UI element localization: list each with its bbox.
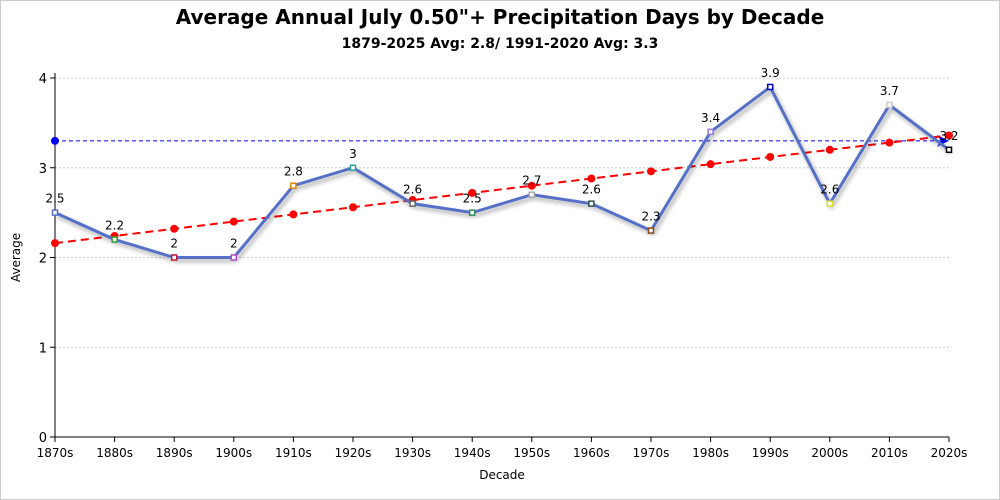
x-tick-label: 1870s bbox=[37, 446, 74, 460]
trend-point bbox=[349, 203, 357, 212]
x-tick-label: 1930s bbox=[394, 446, 431, 460]
data-label: 3.2 bbox=[939, 129, 958, 143]
data-label: 3.7 bbox=[880, 84, 899, 98]
x-tick-label: 1980s bbox=[692, 446, 729, 460]
data-line bbox=[54, 84, 950, 259]
x-axis-label: Decade bbox=[479, 468, 525, 482]
trend-point bbox=[945, 131, 953, 140]
reference-line-marker bbox=[51, 136, 59, 145]
trend-point bbox=[229, 217, 238, 226]
data-label: 2.3 bbox=[641, 210, 660, 224]
x-tick-label: 1920s bbox=[335, 446, 372, 460]
chart-title: Average Annual July 0.50"+ Precipitation… bbox=[175, 5, 825, 29]
data-point bbox=[945, 146, 953, 154]
data-point bbox=[51, 209, 59, 216]
data-point bbox=[528, 191, 536, 198]
trend-point bbox=[766, 152, 775, 161]
data-point bbox=[647, 227, 655, 234]
trend-point bbox=[647, 167, 655, 176]
trend-point bbox=[527, 181, 536, 190]
data-label: 2 bbox=[230, 237, 238, 251]
data-point bbox=[230, 254, 238, 261]
data-point bbox=[290, 182, 297, 189]
x-tick-label: 1880s bbox=[96, 446, 133, 460]
data-point bbox=[111, 236, 118, 243]
trend-point bbox=[51, 239, 59, 248]
x-tick-label: 1950s bbox=[513, 446, 550, 460]
trend-point bbox=[170, 224, 179, 233]
y-axis-label: Average bbox=[9, 233, 23, 282]
y-tick-label: 1 bbox=[39, 341, 47, 356]
data-label: 2.5 bbox=[463, 192, 482, 206]
data-point bbox=[468, 209, 476, 216]
data-label: 3.4 bbox=[701, 111, 720, 125]
trend-point bbox=[706, 160, 715, 169]
data-point bbox=[588, 200, 595, 207]
data-point bbox=[170, 254, 178, 261]
x-tick-label: 1960s bbox=[573, 446, 610, 460]
y-tick-label: 3 bbox=[39, 162, 47, 177]
data-label: 3.9 bbox=[761, 66, 780, 80]
data-point bbox=[349, 164, 357, 171]
data-point bbox=[766, 83, 774, 91]
x-tick-label: 2010s bbox=[871, 446, 908, 460]
data-label: 2.5 bbox=[45, 192, 64, 206]
y-tick-label: 0 bbox=[39, 431, 47, 446]
x-tick-label: 1990s bbox=[752, 446, 789, 460]
data-label: 2.7 bbox=[522, 174, 541, 188]
x-tick-label: 1900s bbox=[215, 446, 252, 460]
x-tick-label: 1970s bbox=[633, 446, 670, 460]
data-label: 2.2 bbox=[105, 219, 124, 233]
x-tick-label: 2000s bbox=[811, 446, 848, 460]
data-label: 2.6 bbox=[582, 183, 601, 197]
x-tick-label: 1910s bbox=[275, 446, 312, 460]
data-label: 2 bbox=[170, 237, 178, 251]
data-label: 2.8 bbox=[284, 165, 303, 179]
x-tick-label: 2020s bbox=[931, 446, 968, 460]
trend-point bbox=[825, 145, 834, 154]
x-tick-label: 1890s bbox=[156, 446, 193, 460]
data-label: 3 bbox=[349, 147, 357, 161]
trend-point bbox=[587, 174, 596, 183]
chart-subtitle: 1879-2025 Avg: 2.8/ 1991-2020 Avg: 3.3 bbox=[341, 36, 659, 52]
y-tick-label: 2 bbox=[39, 252, 47, 267]
x-tick-label: 1940s bbox=[454, 446, 491, 460]
data-label: 2.6 bbox=[403, 183, 422, 197]
data-point bbox=[409, 200, 416, 207]
data-point bbox=[826, 200, 834, 207]
data-point bbox=[886, 101, 893, 109]
trend-line bbox=[54, 134, 950, 245]
data-point bbox=[707, 128, 714, 136]
trend-point bbox=[289, 210, 298, 219]
trend-point bbox=[885, 138, 894, 147]
y-tick-label: 4 bbox=[39, 72, 47, 87]
data-label: 2.6 bbox=[820, 183, 839, 197]
trend-point bbox=[468, 188, 477, 197]
